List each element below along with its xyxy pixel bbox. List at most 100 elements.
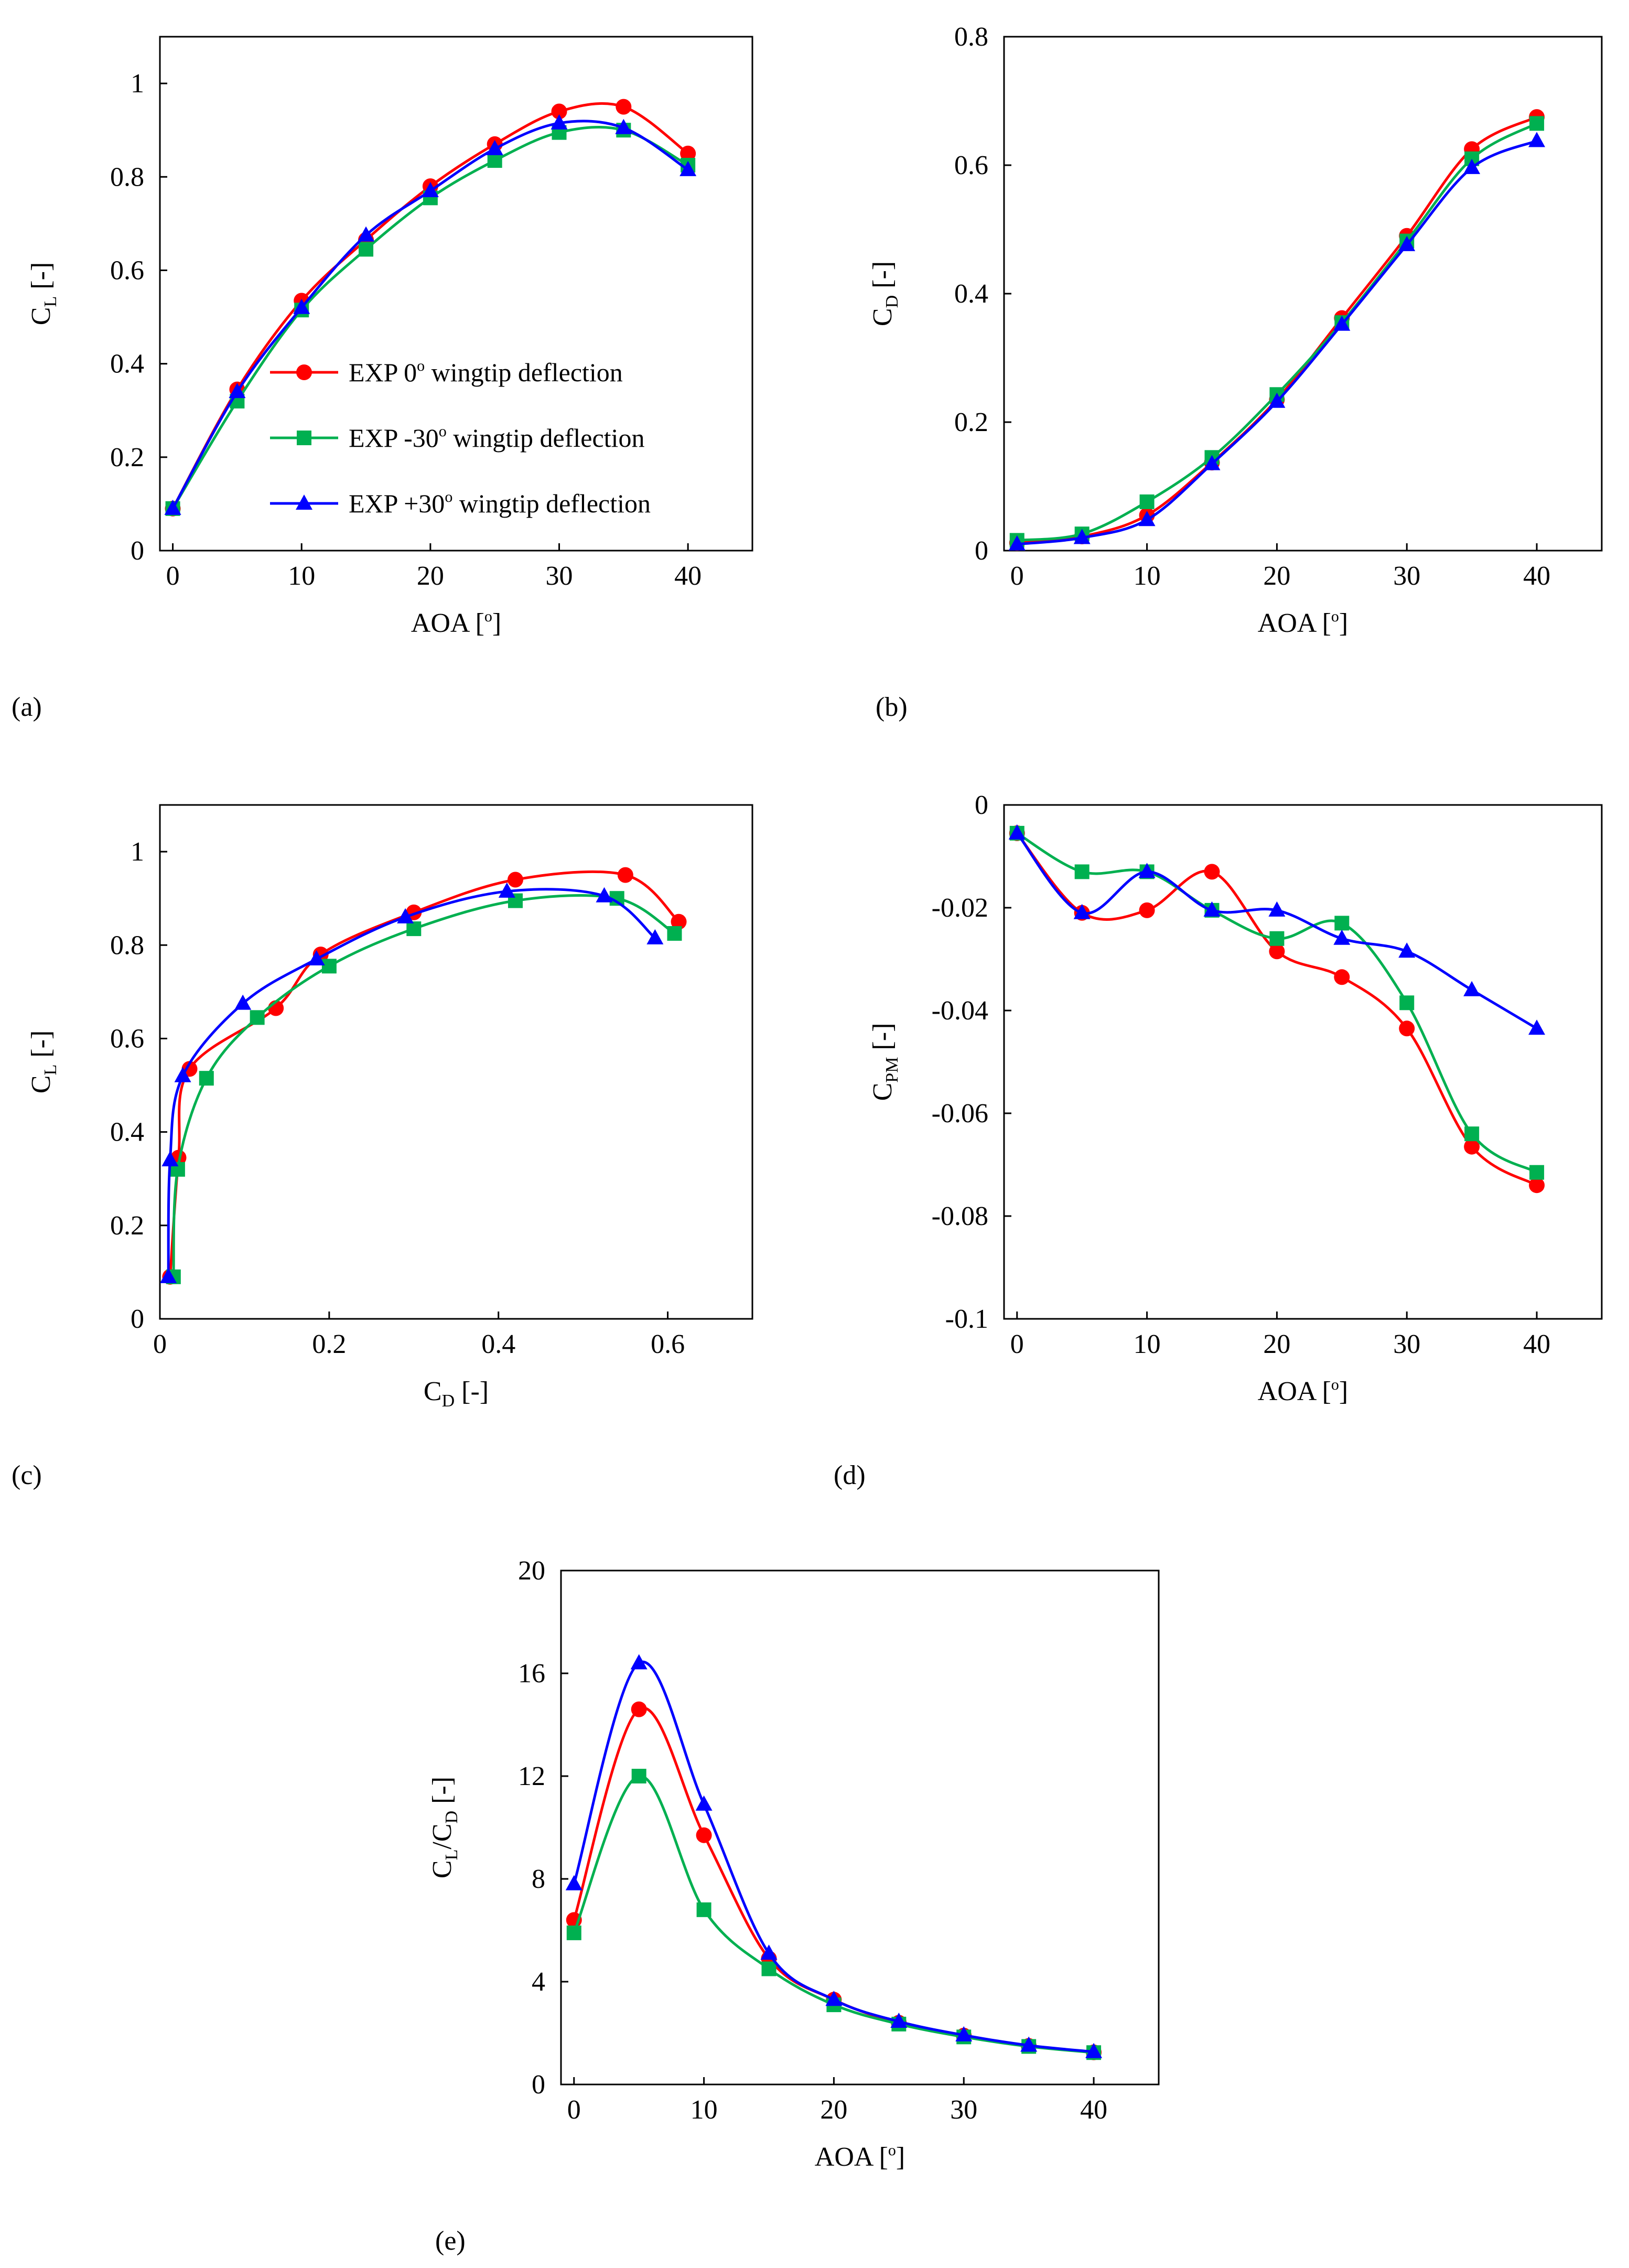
- data-point: [406, 921, 422, 937]
- series-line: [171, 120, 689, 510]
- x-tick-label: 0: [153, 1329, 167, 1359]
- x-axis-label: AOA [o]: [1258, 608, 1348, 638]
- y-tick-label: 20: [518, 1556, 545, 1586]
- plot-frame: [560, 1570, 1160, 2086]
- y-tick-label: 0.6: [954, 151, 988, 180]
- x-axis-label: AOA [o]: [1258, 1376, 1348, 1406]
- data-point: [1073, 904, 1091, 919]
- series-line: [1016, 832, 1538, 1030]
- series-2: [164, 114, 697, 515]
- data-point: [1138, 863, 1156, 878]
- y-tick-label: 1: [131, 837, 144, 867]
- data-point: [1139, 902, 1155, 918]
- data-point: [1529, 1165, 1545, 1180]
- y-tick-label: 0.8: [954, 22, 988, 52]
- x-tick-label: 0: [166, 561, 180, 591]
- x-tick-label: 20: [417, 561, 444, 591]
- legend-entry: EXP 0o wingtip deflection: [349, 357, 623, 387]
- legend-marker: [297, 431, 311, 445]
- data-point: [1203, 901, 1221, 917]
- data-point: [164, 499, 181, 515]
- data-point: [631, 1769, 646, 1783]
- series-2: [1008, 132, 1546, 551]
- data-point: [1529, 1177, 1545, 1194]
- x-tick-label: 20: [820, 2095, 847, 2125]
- y-tick-label: 4: [532, 1967, 545, 1997]
- series-line: [171, 126, 689, 510]
- x-tick-label: 0: [1010, 561, 1024, 591]
- series-1: [1009, 116, 1545, 548]
- data-point: [565, 1875, 582, 1890]
- x-axis-label: CD [-]: [424, 1377, 489, 1411]
- data-point: [1333, 929, 1351, 945]
- data-point: [566, 1925, 581, 1940]
- y-tick-label: 0.8: [110, 162, 144, 192]
- x-tick-label: 0: [1010, 1329, 1024, 1359]
- data-point: [890, 2012, 908, 2028]
- data-point: [825, 1991, 843, 2006]
- x-tick-label: 30: [546, 561, 573, 591]
- series-line: [167, 888, 656, 1277]
- y-tick-label: -0.08: [932, 1201, 988, 1231]
- y-tick-label: 0: [131, 536, 144, 566]
- data-point: [229, 383, 246, 399]
- data-point: [617, 867, 633, 883]
- data-point: [498, 882, 515, 898]
- x-tick-label: 10: [1134, 561, 1161, 591]
- data-point: [293, 298, 310, 314]
- data-point: [596, 887, 613, 902]
- series-0: [1009, 825, 1545, 1194]
- y-tick-label: 0.8: [110, 930, 144, 960]
- x-tick-label: 20: [1263, 1329, 1290, 1359]
- data-point: [1398, 942, 1416, 958]
- data-point: [1008, 535, 1026, 551]
- x-tick-label: 30: [1393, 561, 1420, 591]
- legend-marker: [296, 364, 312, 380]
- y-tick-label: 16: [518, 1659, 545, 1689]
- y-tick-label: 0.4: [110, 1117, 144, 1147]
- series-2: [160, 882, 664, 1283]
- x-tick-label: 30: [950, 2095, 977, 2125]
- y-axis-label: CL [-]: [26, 1030, 60, 1093]
- x-tick-label: 0: [567, 2095, 581, 2125]
- plot-frame: [159, 804, 753, 1320]
- series-line: [1016, 832, 1538, 1174]
- series-1: [166, 891, 682, 1284]
- data-point: [1463, 158, 1481, 174]
- data-point: [508, 872, 523, 888]
- series-2: [565, 1654, 1103, 2058]
- data-point: [1138, 511, 1156, 526]
- data-point: [359, 242, 374, 257]
- data-point: [551, 103, 567, 120]
- data-point: [1464, 1126, 1480, 1142]
- data-point: [695, 1795, 713, 1811]
- data-point: [696, 1827, 712, 1843]
- data-point: [1464, 1138, 1480, 1155]
- series-line: [168, 870, 680, 1277]
- data-point: [630, 1654, 648, 1670]
- data-point: [1529, 116, 1545, 131]
- y-tick-label: 0.2: [110, 1211, 144, 1241]
- series-2: [1008, 824, 1546, 1035]
- data-point: [1074, 864, 1089, 879]
- data-point: [551, 114, 568, 130]
- series-0: [165, 99, 696, 517]
- data-point: [358, 226, 375, 242]
- y-tick-label: 1: [131, 69, 144, 99]
- series-line: [1017, 122, 1538, 542]
- chart-panel-1: 0 0.2 0.4 0.6 0.8 0 10 20 30 40 AOA [o] CD [-] (b): [868, 22, 1603, 722]
- series-line: [172, 894, 675, 1277]
- data-point: [667, 926, 682, 941]
- y-tick-label: 0.6: [110, 1024, 144, 1054]
- data-point: [161, 1151, 179, 1167]
- data-point: [250, 1010, 265, 1025]
- y-tick-label: 0: [131, 1304, 144, 1334]
- data-point: [397, 908, 414, 923]
- legend: EXP 0o wingtip deflection EXP -30o wingti…: [270, 357, 651, 518]
- panel-label: (e): [435, 2226, 466, 2256]
- data-point: [646, 929, 664, 944]
- data-point: [1073, 529, 1091, 544]
- data-point: [680, 145, 696, 162]
- y-tick-label: 12: [518, 1761, 545, 1791]
- y-axis-label: CD [-]: [868, 261, 902, 326]
